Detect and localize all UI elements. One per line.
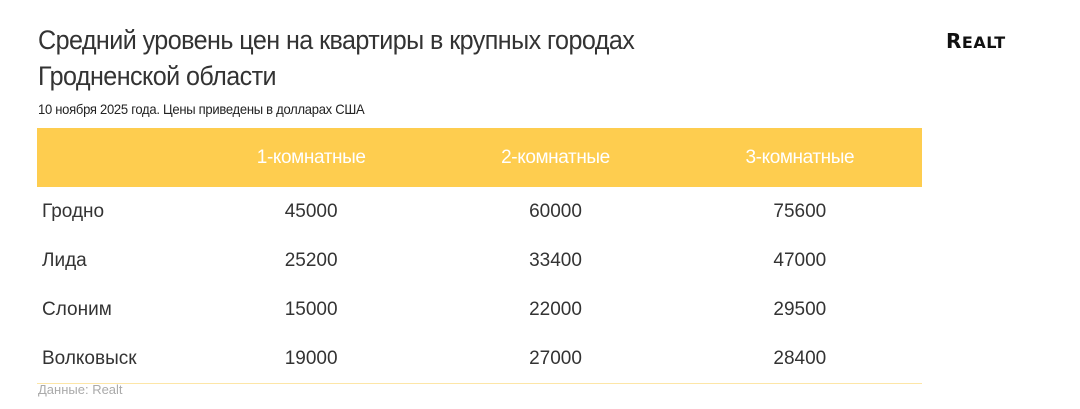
city-cell: Волковыск — [37, 334, 189, 384]
chart-subtitle: 10 ноября 2025 года. Цены приведены в до… — [38, 101, 365, 117]
header-1-room: 1-комнатные — [256, 146, 366, 168]
header-city — [37, 128, 189, 187]
city-cell: Слоним — [42, 298, 112, 320]
realt-logo: REALT — [946, 29, 1006, 53]
price-cell: 33400 — [529, 249, 582, 271]
price-table: 1-комнатные 2-комнатные 3-комнатные Грод… — [37, 128, 922, 384]
price-cell: 25200 — [284, 249, 338, 271]
table-row: Гродно 45000 60000 75600 — [37, 187, 922, 236]
price-cell: 45000 — [284, 200, 338, 222]
price-cell: 22000 — [529, 298, 582, 320]
price-cell: 27000 — [433, 334, 678, 384]
table-row: Лида 25200 33400 47000 — [37, 236, 922, 285]
city-cell: Гродно — [42, 200, 105, 222]
source-note: Данные: Realt — [38, 382, 123, 397]
table-row: Слоним 15000 22000 29500 — [37, 285, 922, 334]
header-3-room: 3-комнатные — [745, 146, 855, 168]
header-row: 1-комнатные 2-комнатные 3-комнатные — [37, 128, 922, 187]
table-row: Волковыск 19000 27000 28400 — [37, 334, 922, 384]
price-cell: 28400 — [677, 334, 922, 384]
header-2-room: 2-комнатные — [501, 146, 610, 168]
chart-title: Средний уровень цен на квартиры в крупны… — [38, 25, 635, 91]
price-cell: 19000 — [189, 334, 434, 384]
price-cell: 47000 — [773, 249, 827, 271]
price-cell: 75600 — [773, 200, 827, 222]
price-cell: 15000 — [284, 298, 338, 320]
price-cell: 29500 — [773, 298, 827, 320]
city-cell: Лида — [42, 249, 87, 271]
price-cell: 60000 — [529, 200, 582, 222]
